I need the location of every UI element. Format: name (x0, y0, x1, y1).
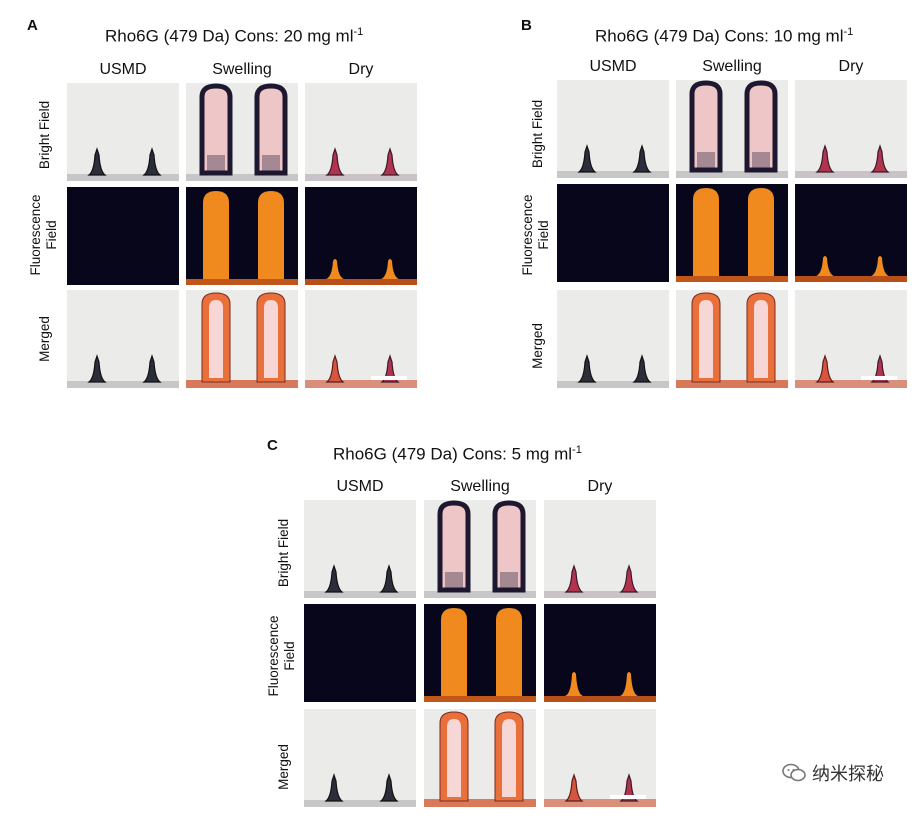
image-a-fluor-swelling (186, 187, 298, 285)
image-c-bright-dry (544, 500, 656, 598)
image-b-bright-usmd (557, 80, 669, 178)
column-header-swelling: Swelling (212, 61, 272, 78)
image-a-fluor-dry (305, 187, 417, 285)
row-label-bright-field: Bright Field (37, 100, 52, 170)
column-header-dry: Dry (348, 61, 374, 78)
image-b-bright-swelling (676, 80, 788, 178)
image-b-merged-usmd (557, 290, 669, 388)
row-label-fluorescence-field: Fluorescence Field (520, 194, 551, 276)
image-b-fluor-swelling (676, 184, 788, 282)
image-b-merged-swelling (676, 290, 788, 388)
scale-bar (371, 376, 407, 380)
image-a-bright-swelling (186, 83, 298, 181)
image-a-fluor-usmd (67, 187, 179, 285)
image-c-fluor-usmd (304, 604, 416, 702)
image-c-bright-usmd (304, 500, 416, 598)
row-label-merged: Merged (37, 316, 52, 362)
image-a-merged-usmd (67, 290, 179, 388)
image-b-fluor-usmd (557, 184, 669, 282)
image-a-merged-swelling (186, 290, 298, 388)
panel-title-b: Rho6G (479 Da) Cons: 10 mg ml-1 (595, 26, 854, 46)
watermark-text: 纳米探秘 (812, 764, 884, 784)
row-label-bright-field: Bright Field (276, 518, 291, 588)
scale-bar (610, 795, 646, 799)
panel-letter-b: B (521, 17, 532, 34)
image-a-merged-dry (305, 290, 417, 388)
image-c-fluor-dry (544, 604, 656, 702)
image-c-fluor-swelling (424, 604, 536, 702)
row-label-fluorescence-field: Fluorescence Field (266, 615, 297, 697)
column-header-dry: Dry (838, 58, 864, 75)
wechat-icon (782, 763, 806, 782)
image-a-bright-usmd (67, 83, 179, 181)
panel-letter-a: A (27, 17, 38, 34)
column-header-dry: Dry (587, 478, 613, 495)
column-header-usmd: USMD (336, 478, 384, 495)
panel-title-a: Rho6G (479 Da) Cons: 20 mg ml-1 (105, 26, 364, 46)
scale-bar (861, 376, 897, 380)
row-label-merged: Merged (530, 323, 545, 369)
watermark: 纳米探秘 (782, 760, 884, 786)
column-header-swelling: Swelling (702, 58, 762, 75)
panel-letter-c: C (267, 437, 278, 454)
image-b-merged-dry (795, 290, 907, 388)
column-header-usmd: USMD (589, 58, 637, 75)
column-header-usmd: USMD (99, 61, 147, 78)
image-c-merged-dry (544, 709, 656, 807)
image-a-bright-dry (305, 83, 417, 181)
row-label-fluorescence-field: Fluorescence Field (28, 194, 59, 276)
image-b-fluor-dry (795, 184, 907, 282)
image-c-merged-swelling (424, 709, 536, 807)
image-b-bright-dry (795, 80, 907, 178)
row-label-merged: Merged (276, 744, 291, 790)
column-header-swelling: Swelling (450, 478, 510, 495)
row-label-bright-field: Bright Field (530, 99, 545, 169)
panel-title-c: Rho6G (479 Da) Cons: 5 mg ml-1 (333, 444, 582, 464)
image-c-bright-swelling (424, 500, 536, 598)
image-c-merged-usmd (304, 709, 416, 807)
